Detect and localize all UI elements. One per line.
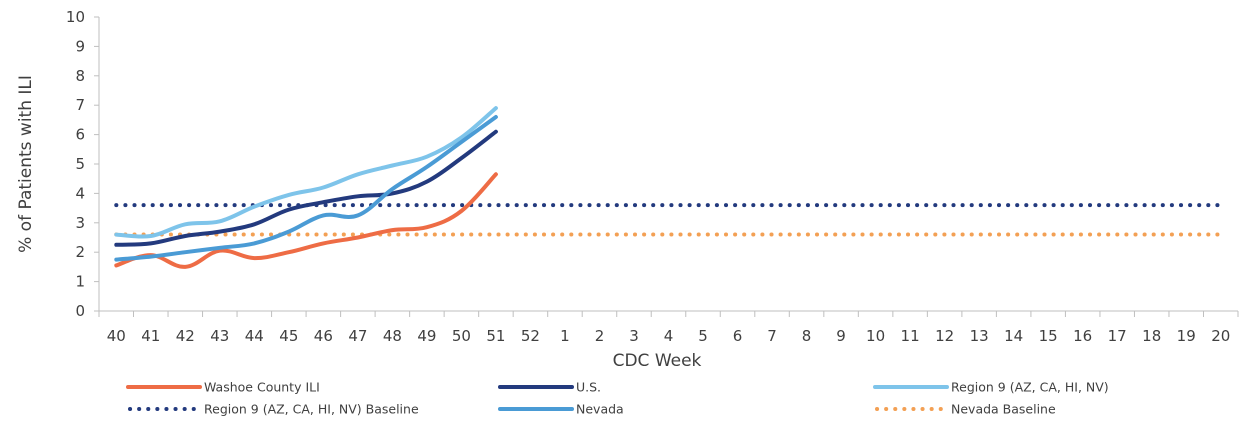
x-tick-label: 7 — [767, 327, 777, 345]
series-line-nevada — [114, 115, 498, 262]
y-tick-label: 10 — [66, 8, 85, 26]
legend: Washoe County ILI U.S. Region 9 (AZ, CA, H… — [126, 380, 1109, 417]
y-tick-label: 9 — [75, 37, 85, 55]
legend-item-nevada: Nevada — [498, 402, 624, 417]
x-tick-label: 2 — [595, 327, 605, 345]
y-tick-label: 3 — [75, 214, 85, 232]
y-axis-title: % of Patients with ILI — [16, 75, 36, 253]
y-tick-label: 7 — [75, 96, 85, 114]
x-tick-label: 19 — [1177, 327, 1196, 345]
legend-item-region-9-az-ca-hi-nv-baseline: Region 9 (AZ, CA, HI, NV) Baseline — [128, 402, 419, 417]
x-tick-label: 16 — [1073, 327, 1092, 345]
x-tick-label: 42 — [176, 327, 195, 345]
series-line-washoe-county-ili — [114, 172, 498, 269]
x-tick-label: 4 — [664, 327, 674, 345]
x-tick-label: 44 — [245, 327, 264, 345]
x-tick-label: 6 — [733, 327, 743, 345]
x-tick-label: 14 — [1004, 327, 1023, 345]
x-tick-label: 50 — [452, 327, 471, 345]
y-tick-labels: 0 1 2 3 4 5 6 7 8 9 10 — [66, 8, 99, 320]
legend-label: Nevada — [576, 402, 624, 417]
x-tick-label: 5 — [698, 327, 708, 345]
x-tick-label: 1 — [560, 327, 570, 345]
y-tick-label: 1 — [75, 273, 85, 291]
y-tick-label: 6 — [75, 126, 85, 144]
x-tick-label: 45 — [279, 327, 298, 345]
x-tick-label: 43 — [210, 327, 229, 345]
x-tick-label: 52 — [521, 327, 540, 345]
series-line-region-9-az-ca-hi-nv — [114, 106, 498, 239]
x-tick-label: 3 — [629, 327, 639, 345]
x-tick-label: 13 — [970, 327, 989, 345]
y-tick-label: 8 — [75, 67, 85, 85]
y-tick-label: 0 — [75, 302, 85, 320]
legend-item-u-s: U.S. — [498, 380, 601, 395]
y-tick-label: 2 — [75, 243, 85, 261]
x-tick-label: 10 — [866, 327, 885, 345]
x-tick-label: 48 — [383, 327, 402, 345]
legend-label: Nevada Baseline — [951, 402, 1056, 417]
x-tick-label: 20 — [1211, 327, 1230, 345]
x-tick-label: 46 — [314, 327, 333, 345]
x-axis-title: CDC Week — [613, 351, 702, 371]
y-tick-label: 5 — [75, 155, 85, 173]
x-tick-label: 41 — [141, 327, 160, 345]
x-tick-label: 17 — [1108, 327, 1127, 345]
legend-label: Washoe County ILI — [204, 380, 320, 395]
x-tick-label: 51 — [486, 327, 505, 345]
legend-label: Region 9 (AZ, CA, HI, NV) — [951, 380, 1109, 395]
x-tick-label: 8 — [802, 327, 812, 345]
x-tick-label: 18 — [1142, 327, 1161, 345]
x-tick-label: 49 — [417, 327, 436, 345]
x-tick-label: 9 — [836, 327, 846, 345]
legend-item-nevada-baseline: Nevada Baseline — [875, 402, 1056, 417]
x-tick-label: 11 — [901, 327, 920, 345]
legend-label: Region 9 (AZ, CA, HI, NV) Baseline — [204, 402, 419, 417]
legend-item-region-9-az-ca-hi-nv: Region 9 (AZ, CA, HI, NV) — [873, 380, 1109, 395]
x-tick-label: 40 — [107, 327, 126, 345]
x-tick-label: 47 — [348, 327, 367, 345]
y-tick-label: 4 — [75, 184, 85, 202]
legend-item-washoe-county-ili: Washoe County ILI — [126, 380, 320, 395]
series-line-u-s — [114, 129, 498, 247]
x-tick-labels: 40 41 42 43 44 45 46 47 48 49 50 51 52 1 2 3 4 5 6 7 8 9 10 11 1… — [98, 311, 1239, 345]
x-tick-label: 12 — [935, 327, 954, 345]
legend-label: U.S. — [576, 380, 601, 395]
axes — [98, 17, 1238, 312]
x-tick-label: 15 — [1039, 327, 1058, 345]
series-lines — [114, 106, 1223, 269]
